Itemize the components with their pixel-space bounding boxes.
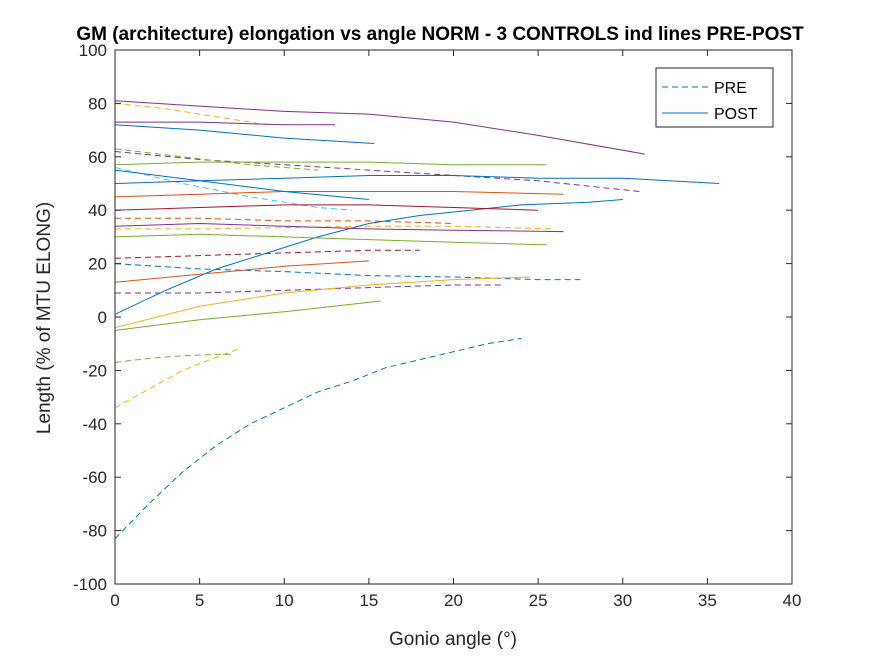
series-line-13 <box>114 199 623 315</box>
y-tick-label: -40 <box>82 415 107 434</box>
legend-post-label: POST <box>714 106 758 123</box>
series-line-22 <box>114 161 547 166</box>
series-line-12 <box>114 148 319 171</box>
x-tick-label: 0 <box>110 591 119 610</box>
series-line-24 <box>114 124 375 144</box>
x-axis-ticks: 0 5 10 15 20 25 30 35 40 <box>110 50 801 610</box>
y-tick-label: -80 <box>82 522 107 541</box>
series-line-11 <box>114 102 268 126</box>
y-tick-label: -100 <box>73 575 107 594</box>
series-line-19 <box>114 204 539 211</box>
y-tick-label: -20 <box>82 361 107 380</box>
y-tick-label: 80 <box>88 94 107 113</box>
y-axis-ticks: 100 80 60 40 20 0 -20 -40 -60 -80 -100 <box>73 41 792 594</box>
legend: PRE POST <box>655 67 774 128</box>
series-line-20 <box>114 175 720 184</box>
y-tick-label: 40 <box>88 201 107 220</box>
x-tick-label: 15 <box>359 591 378 610</box>
series-line-7 <box>115 225 556 230</box>
series-line-4 <box>115 284 505 294</box>
series-line-10 <box>114 151 640 192</box>
series-line-1 <box>114 337 522 539</box>
x-tick-label: 30 <box>613 591 632 610</box>
plot-lines <box>114 100 720 539</box>
y-axis-label: Length (% of MTU ELONG) <box>34 202 55 434</box>
x-axis-label: Gonio angle (°) <box>389 629 517 650</box>
y-tick-label: 100 <box>79 41 107 60</box>
x-tick-label: 20 <box>444 591 463 610</box>
series-line-16 <box>114 260 369 283</box>
series-line-23 <box>114 100 645 155</box>
series-line-26 <box>114 169 369 200</box>
series-line-17 <box>114 233 547 246</box>
legend-pre-label: PRE <box>714 80 747 97</box>
y-tick-label: 60 <box>88 148 107 167</box>
x-tick-label: 25 <box>529 591 548 610</box>
y-tick-label: -60 <box>82 468 107 487</box>
series-line-3 <box>114 353 234 363</box>
series-line-18 <box>114 222 564 233</box>
series-line-6 <box>114 249 420 259</box>
series-line-9 <box>114 167 352 211</box>
y-tick-label: 20 <box>88 255 107 274</box>
x-tick-label: 35 <box>698 591 717 610</box>
series-line-15 <box>114 276 530 329</box>
series-line-8 <box>115 217 454 224</box>
y-tick-label: 0 <box>98 308 107 327</box>
x-tick-label: 40 <box>783 591 802 610</box>
series-line-14 <box>114 300 381 331</box>
legend-box <box>655 67 774 128</box>
x-tick-label: 10 <box>275 591 294 610</box>
x-tick-label: 5 <box>195 591 204 610</box>
chart-title: GM (architecture) elongation vs angle NO… <box>76 24 804 45</box>
series-line-21 <box>114 191 564 198</box>
series-line-5 <box>114 263 581 281</box>
series-line-2 <box>114 348 239 409</box>
axes-box <box>114 49 793 585</box>
series-line-25 <box>115 121 335 126</box>
